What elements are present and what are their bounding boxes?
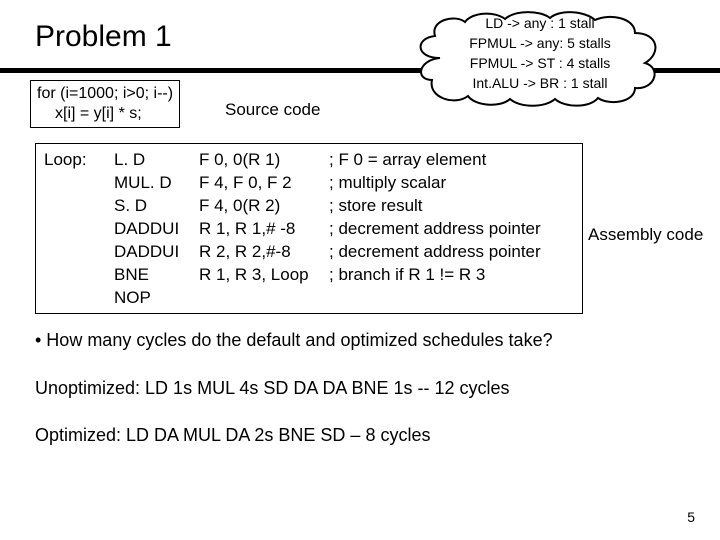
asm-inst: DADDUI bbox=[114, 240, 199, 263]
asm-oper: R 1, R 3, Loop bbox=[199, 263, 329, 286]
asm-oper: F 0, 0(R 1) bbox=[199, 148, 329, 171]
stall-line: FPMUL -> ST : 4 stalls bbox=[440, 53, 640, 73]
optimized-text: Optimized: LD DA MUL DA 2s BNE SD – 8 cy… bbox=[35, 425, 430, 446]
asm-comment: ; branch if R 1 != R 3 bbox=[329, 263, 574, 286]
asm-row: MUL. D F 4, F 0, F 2 ; multiply scalar bbox=[44, 171, 574, 194]
stall-bubble: LD -> any : 1 stall FPMUL -> any: 5 stal… bbox=[410, 8, 660, 100]
asm-inst: DADDUI bbox=[114, 217, 199, 240]
asm-row: DADDUI R 1, R 1,# -8 ; decrement address… bbox=[44, 217, 574, 240]
asm-loop-label: Loop: bbox=[44, 148, 114, 171]
source-line: for (i=1000; i>0; i--) bbox=[37, 84, 173, 104]
asm-row: NOP bbox=[44, 286, 574, 309]
asm-row: BNE R 1, R 3, Loop ; branch if R 1 != R … bbox=[44, 263, 574, 286]
asm-comment: ; F 0 = array element bbox=[329, 148, 574, 171]
asm-oper bbox=[199, 286, 329, 309]
source-code-box: for (i=1000; i>0; i--) x[i] = y[i] * s; bbox=[30, 80, 180, 128]
stall-text: LD -> any : 1 stall FPMUL -> any: 5 stal… bbox=[440, 13, 640, 93]
asm-comment bbox=[329, 286, 574, 309]
asm-oper: R 2, R 2,#-8 bbox=[199, 240, 329, 263]
stall-line: LD -> any : 1 stall bbox=[440, 13, 640, 33]
asm-row: Loop: L. D F 0, 0(R 1) ; F 0 = array ele… bbox=[44, 148, 574, 171]
asm-inst: S. D bbox=[114, 194, 199, 217]
asm-comment: ; decrement address pointer bbox=[329, 217, 574, 240]
source-line: x[i] = y[i] * s; bbox=[37, 104, 173, 124]
page-title: Problem 1 bbox=[35, 20, 172, 54]
asm-comment: ; multiply scalar bbox=[329, 171, 574, 194]
stall-line: FPMUL -> any: 5 stalls bbox=[440, 33, 640, 53]
asm-row: DADDUI R 2, R 2,#-8 ; decrement address … bbox=[44, 240, 574, 263]
unoptimized-text: Unoptimized: LD 1s MUL 4s SD DA DA BNE 1… bbox=[35, 378, 510, 399]
assembly-code-label: Assembly code bbox=[588, 225, 703, 245]
asm-oper: F 4, F 0, F 2 bbox=[199, 171, 329, 194]
asm-inst: L. D bbox=[114, 148, 199, 171]
asm-inst: BNE bbox=[114, 263, 199, 286]
asm-comment: ; decrement address pointer bbox=[329, 240, 574, 263]
question-text: • How many cycles do the default and opt… bbox=[35, 330, 553, 351]
asm-comment: ; store result bbox=[329, 194, 574, 217]
page-number: 5 bbox=[687, 509, 695, 525]
asm-row: S. D F 4, 0(R 2) ; store result bbox=[44, 194, 574, 217]
stall-line: Int.ALU -> BR : 1 stall bbox=[440, 73, 640, 93]
asm-oper: R 1, R 1,# -8 bbox=[199, 217, 329, 240]
asm-inst: MUL. D bbox=[114, 171, 199, 194]
source-code-label: Source code bbox=[225, 100, 320, 120]
asm-inst: NOP bbox=[114, 286, 199, 309]
asm-oper: F 4, 0(R 2) bbox=[199, 194, 329, 217]
assembly-block: Loop: L. D F 0, 0(R 1) ; F 0 = array ele… bbox=[35, 143, 583, 314]
